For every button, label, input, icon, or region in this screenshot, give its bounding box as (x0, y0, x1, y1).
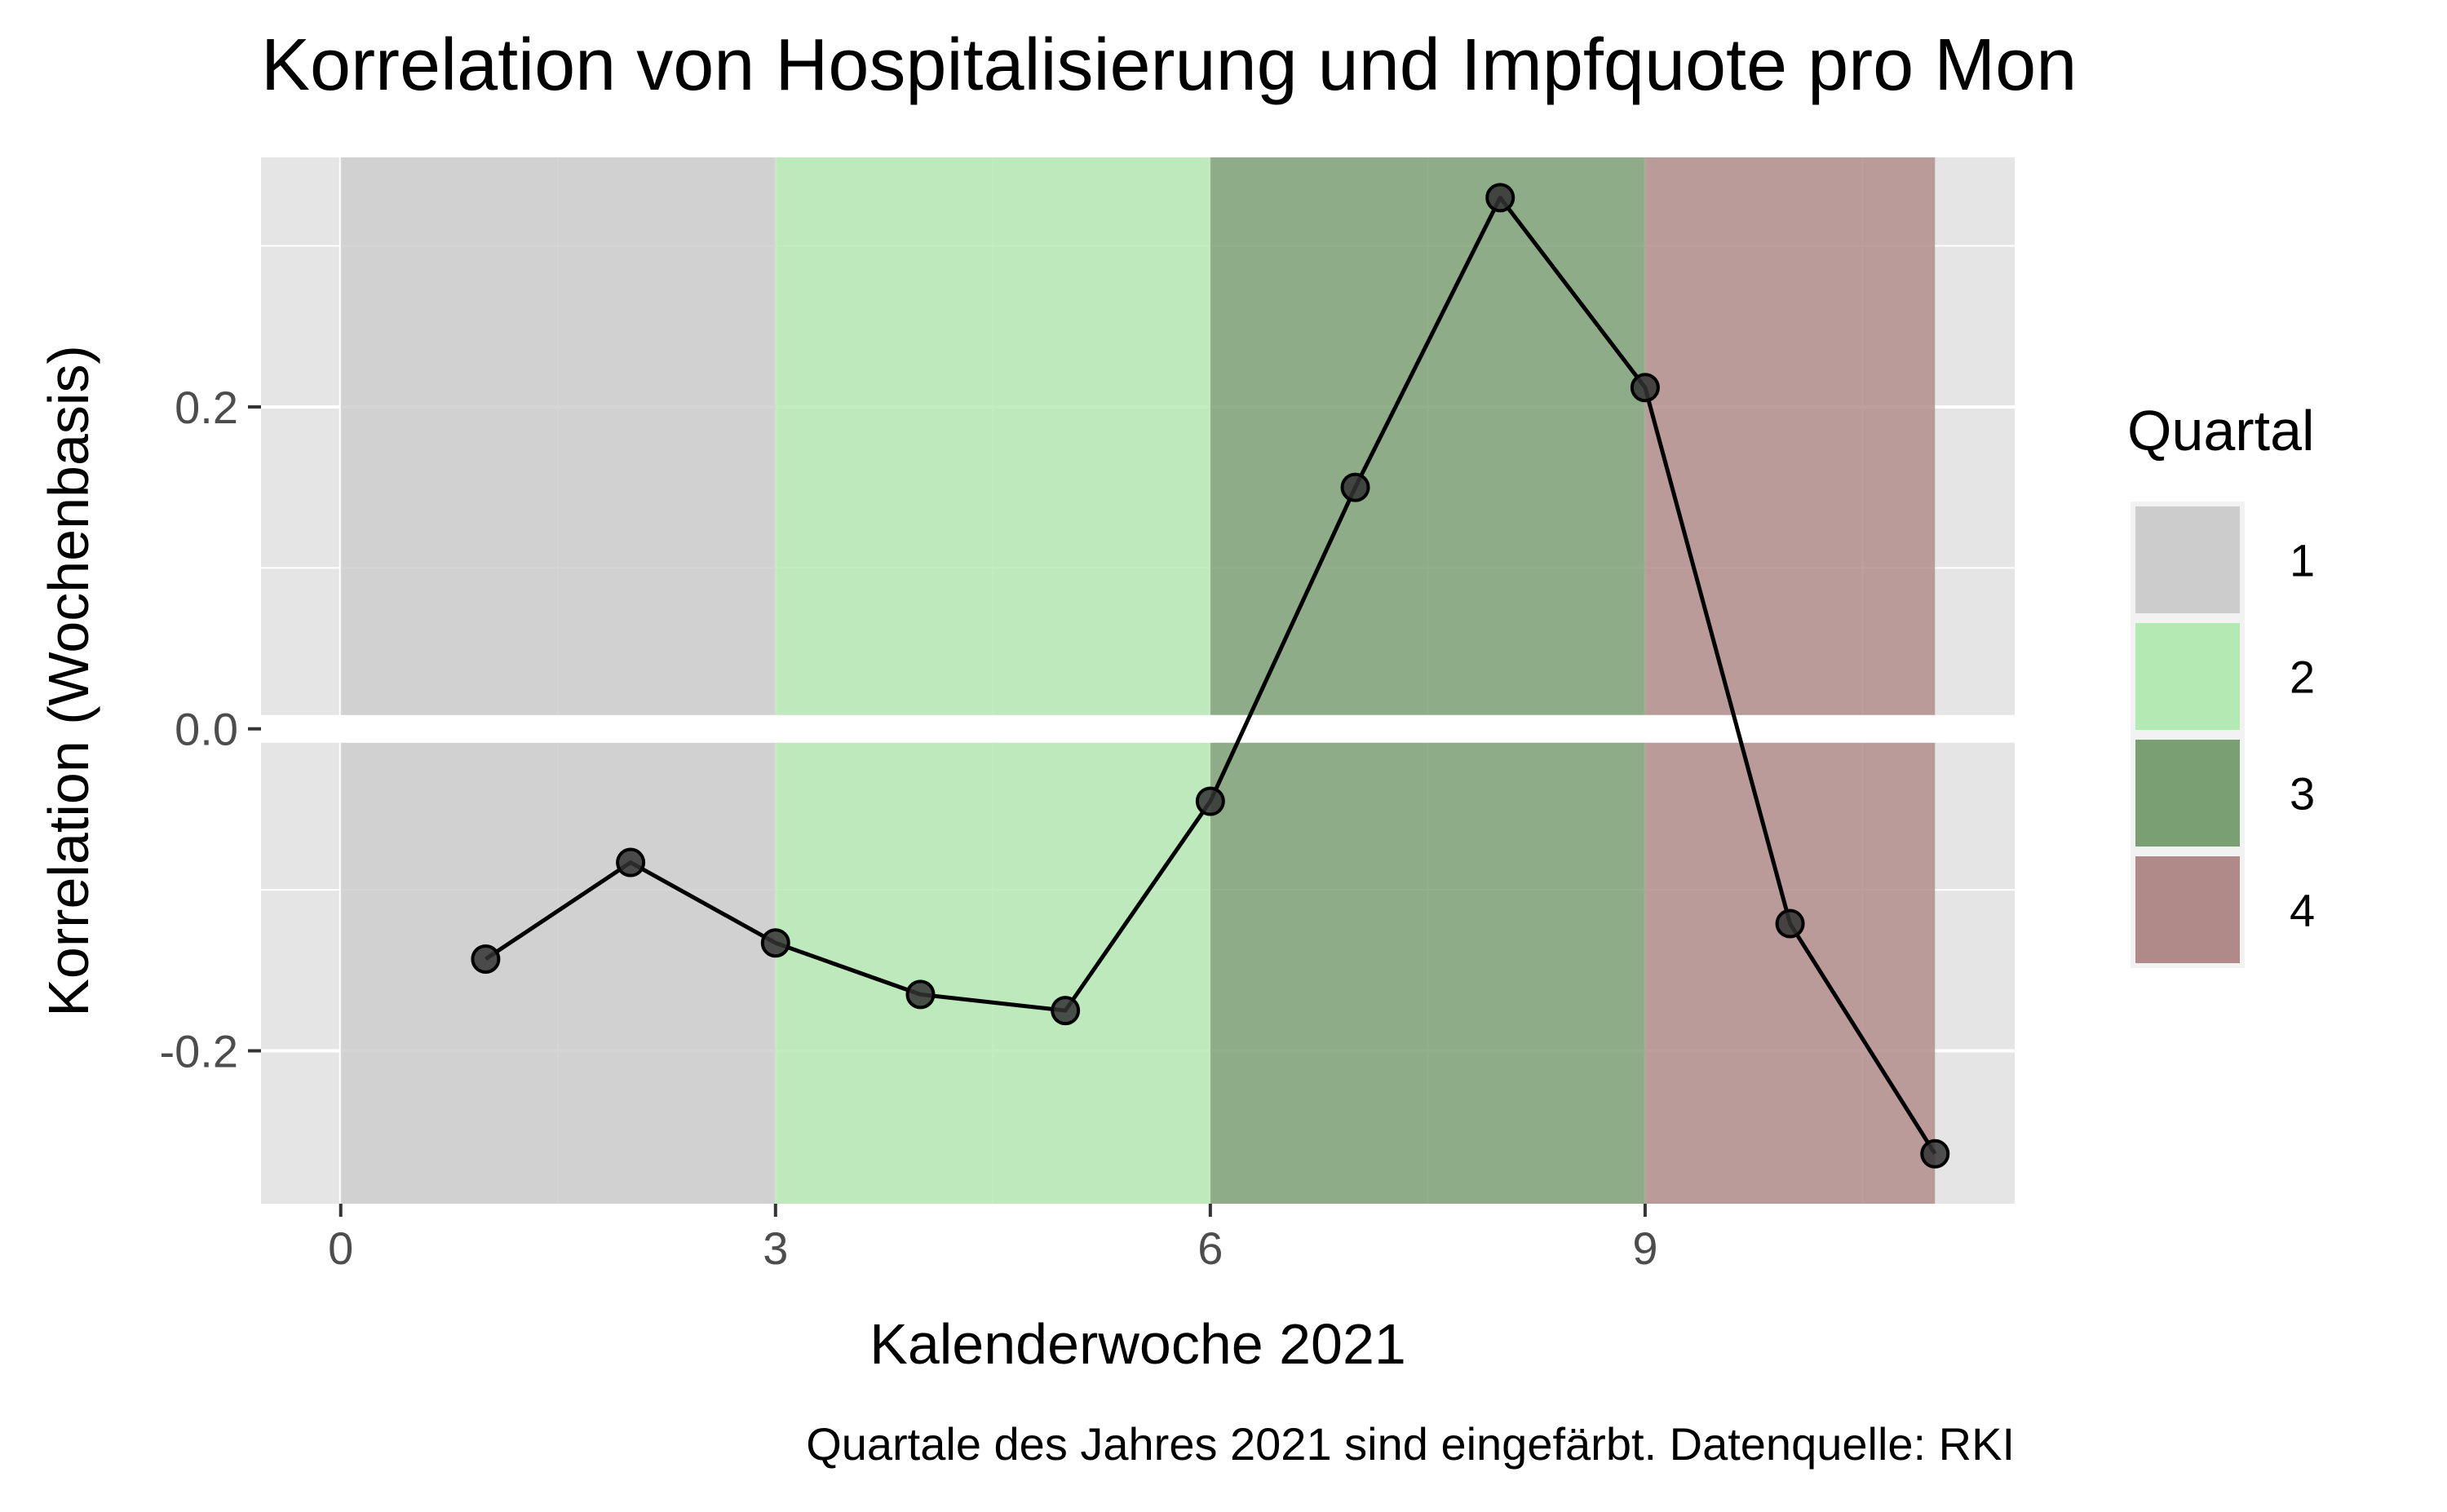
quartal-region-3 (1210, 157, 1645, 1204)
y-tick-label: -0.2 (160, 1025, 239, 1077)
quartal-region-2 (775, 157, 1210, 1204)
chart-title: Korrelation von Hospitalisierung und Imp… (261, 24, 2077, 106)
chart-caption: Quartale des Jahres 2021 sind eingefärbt… (806, 1418, 2015, 1470)
data-point (905, 979, 936, 1010)
data-point (1051, 996, 1081, 1026)
legend-key-3 (2135, 740, 2240, 847)
y-tick-label: 0.0 (175, 704, 238, 755)
legend: Quartal 1 2 3 4 (2127, 399, 2315, 968)
data-point (1920, 1138, 1950, 1169)
legend-label: 3 (2290, 768, 2315, 820)
x-tick-label: 6 (1197, 1222, 1223, 1274)
x-tick-label: 0 (328, 1222, 353, 1274)
legend-label: 4 (2290, 885, 2315, 936)
data-point (1775, 909, 1805, 939)
legend-key-4 (2135, 856, 2240, 963)
y-axis-title: Korrelation (Wochenbasis) (37, 345, 100, 1017)
x-tick-label: 3 (763, 1222, 788, 1274)
legend-key-2 (2135, 623, 2240, 730)
data-point (760, 928, 790, 958)
data-point (616, 847, 646, 878)
legend-label: 1 (2290, 535, 2315, 586)
legend-title: Quartal (2127, 399, 2315, 462)
data-point (1630, 373, 1660, 403)
data-point (471, 944, 501, 974)
data-point (1195, 786, 1225, 816)
x-tick-label: 9 (1632, 1222, 1657, 1274)
data-point (1340, 472, 1370, 502)
y-tick-label: 0.2 (175, 382, 238, 433)
quartal-region-1 (340, 157, 776, 1204)
legend-key-1 (2135, 506, 2240, 613)
x-axis-title: Kalenderwoche 2021 (870, 1312, 1406, 1376)
quartal-region-4 (1644, 157, 1936, 1204)
legend-label: 2 (2290, 652, 2315, 703)
data-point (1485, 183, 1516, 213)
